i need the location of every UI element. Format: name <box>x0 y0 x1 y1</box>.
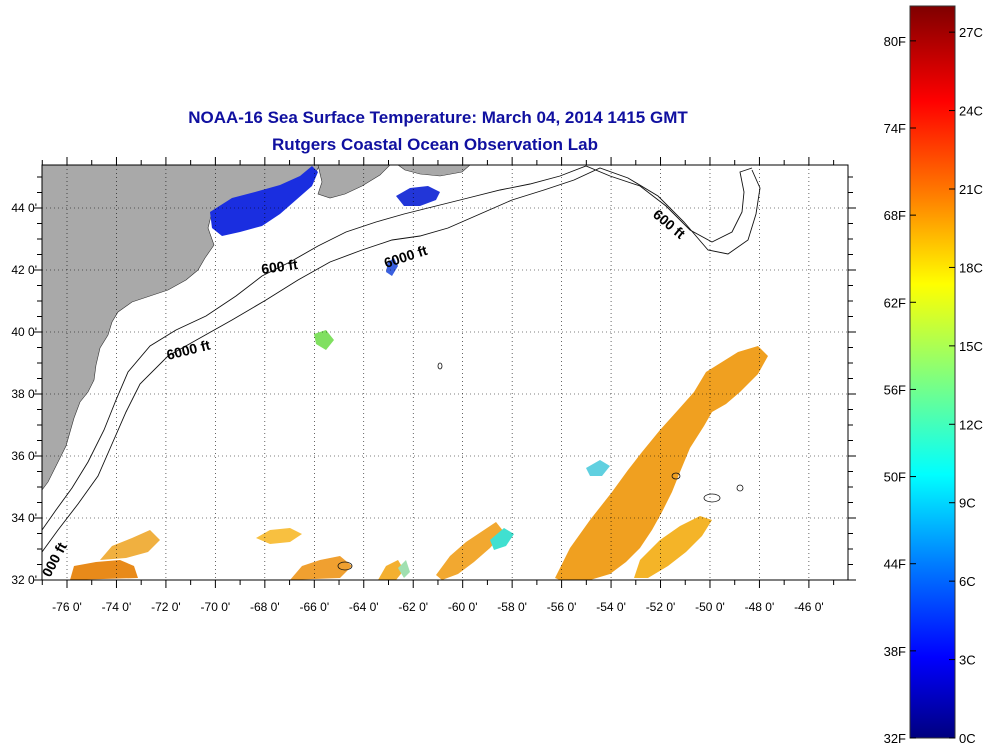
lat-label: 40 0' <box>11 325 37 339</box>
colorbar-f-label: 50F <box>884 470 906 485</box>
newfoundland-land <box>397 165 471 177</box>
colorbar-f-label: 62F <box>884 295 906 310</box>
map-subtitle: Rutgers Coastal Ocean Observation Lab <box>272 135 598 154</box>
colorbar-c-label: 21C <box>959 182 983 197</box>
lon-label: -48 0' <box>745 600 775 614</box>
nova-scotia-land <box>317 165 391 199</box>
colorbar <box>909 5 956 739</box>
lon-label: -50 0' <box>695 600 725 614</box>
lon-label: -72 0' <box>151 600 181 614</box>
colorbar-f-label: 80F <box>884 34 906 49</box>
map-title: NOAA-16 Sea Surface Temperature: March 0… <box>188 108 688 127</box>
latitude-labels: 44 0' 42 0' 40 0' 38 0' 36 0' 34 0' 32 0' <box>11 201 37 587</box>
colorbar-f-label: 38F <box>884 644 906 659</box>
colorbar-c-label: 12C <box>959 417 983 432</box>
lat-label: 32 0' <box>11 573 37 587</box>
colorbar-c-label: 6C <box>959 574 976 589</box>
colorbar-ticks <box>910 31 955 739</box>
lon-label: -76 0' <box>52 600 82 614</box>
axis-ticks <box>34 157 856 588</box>
lon-label: -70 0' <box>201 600 231 614</box>
lon-label: -52 0' <box>646 600 676 614</box>
colorbar-c-label: 15C <box>959 339 983 354</box>
sst-warm-patches <box>70 346 768 580</box>
colorbar-c-label: 18C <box>959 260 983 275</box>
lon-label: -64 0' <box>349 600 379 614</box>
colorbar-f-label: 32F <box>884 731 906 746</box>
map-frame <box>41 164 849 581</box>
lon-label: -54 0' <box>596 600 626 614</box>
sst-cold-gulf-of-maine <box>210 166 440 276</box>
contour-6000ft <box>42 167 761 553</box>
longitude-labels: -76 0' -74 0' -72 0' -70 0' -68 0' -66 0' -64 … <box>52 600 824 614</box>
lat-label: 34 0' <box>11 511 37 525</box>
colorbar-f-label: 44F <box>884 557 906 572</box>
lon-label: -66 0' <box>299 600 329 614</box>
colorbar-f-label: 68F <box>884 208 906 223</box>
lat-label: 44 0' <box>11 201 37 215</box>
lon-label: -68 0' <box>250 600 280 614</box>
colorbar-f-label: 74F <box>884 121 906 136</box>
colorbar-c-label: 3C <box>959 653 976 668</box>
contour-600ft <box>42 165 753 531</box>
lon-label: -58 0' <box>497 600 527 614</box>
lon-label: -46 0' <box>794 600 824 614</box>
colorbar-c-label: 0C <box>959 731 976 746</box>
lat-label: 38 0' <box>11 387 37 401</box>
lon-label: -56 0' <box>547 600 577 614</box>
colorbar-f-label: 56F <box>884 382 906 397</box>
small-contour-islands <box>337 362 744 571</box>
lon-label: -74 0' <box>102 600 132 614</box>
sst-cool-patches <box>314 330 610 578</box>
colorbar-c-label: 27C <box>959 25 983 40</box>
lat-label: 42 0' <box>11 263 37 277</box>
lon-label: -62 0' <box>398 600 428 614</box>
colorbar-celsius-labels: 27C 24C 21C 18C 15C 12C 9C 6C 3C 0C <box>959 25 983 746</box>
colorbar-c-label: 24C <box>959 104 983 119</box>
colorbar-fahrenheit-labels: 80F 74F 68F 62F 56F 50F 44F 38F 32F <box>884 34 906 746</box>
bathymetry-contours <box>42 165 761 553</box>
contour-label: 600 ft <box>260 256 299 277</box>
lon-label: -60 0' <box>448 600 478 614</box>
colorbar-c-label: 9C <box>959 496 976 511</box>
lat-label: 36 0' <box>11 449 37 463</box>
